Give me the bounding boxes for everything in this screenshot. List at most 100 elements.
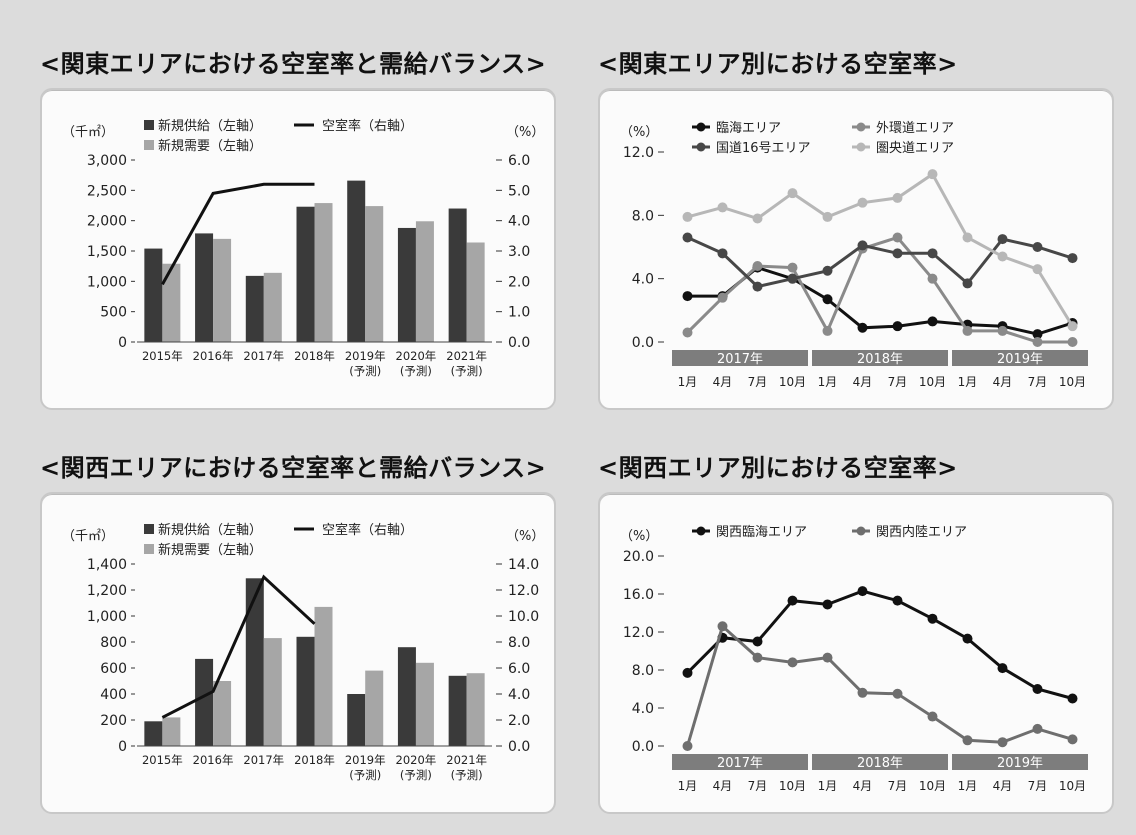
series-point-3 [927,169,938,180]
y-tick-label: 8.0 [632,208,654,224]
series-point-1 [857,687,868,698]
legend-label-2: 国道16号エリア [716,141,811,156]
series-point-0 [857,586,868,597]
right-tick-label: 8.0 [508,635,530,651]
bar-demand [415,221,434,342]
series-point-1 [962,735,973,746]
left-tick-label: 2,500 [87,183,127,199]
y-axis-unit: （%） [620,125,658,140]
x-tick-label: 7月 [1028,375,1048,389]
left-tick-label: 1,400 [87,557,127,573]
kanto-area-chart: 0.0 4.0 8.0 12.0 （%） 2017年 2018年 2019年 1月 4月 7月 10月… [620,121,1088,389]
series-point-0 [962,633,973,644]
x-tick-label: 1月 [678,779,698,793]
left-tick-label: 1,500 [87,244,127,260]
bar-demand [415,662,434,746]
series-point-1 [787,657,798,668]
series-point-1 [1067,734,1078,745]
category-label: 2021年 [446,349,487,363]
year-band [812,350,948,366]
series-point-3 [717,202,728,213]
legend-marker-0 [696,526,706,536]
series-point-3 [857,197,868,208]
left-tick-label: 600 [100,661,127,677]
right-tick-label: 12.0 [508,583,539,599]
series-point-0 [1032,684,1043,694]
series-line-0 [686,589,1073,700]
left-tick-label: 3,000 [87,153,127,169]
series-point-1 [892,232,903,243]
series-point-2 [997,234,1008,245]
x-tick-label: 10月 [919,779,946,793]
right-tick-label: 2.0 [508,274,530,290]
year-band-label: 2017年 [717,352,763,367]
bar-supply [448,675,467,746]
x-tick-label: 4月 [713,375,733,389]
legend-label-1: 外環道エリア [876,121,954,136]
left-tick-label: 500 [100,305,127,321]
bar-demand [162,717,181,746]
vacancy-rate-line [161,574,316,719]
left-tick-label: 2,000 [87,214,127,230]
y-tick-label: 0.0 [632,335,654,351]
y-tick-label: 16.0 [623,587,654,603]
bar-supply [195,658,214,746]
category-label: (予測) [400,364,432,378]
bar-supply [296,636,315,746]
right-tick-label: 3.0 [508,244,530,260]
right-tick-label: 4.0 [508,214,530,230]
x-tick-label: 7月 [888,375,908,389]
legend-swatch-demand [144,544,154,554]
series-point-3 [1032,264,1043,275]
right-tick-label: 2.0 [508,713,530,729]
x-tick-label: 10月 [1059,779,1086,793]
right-tick-label: 1.0 [508,305,530,321]
bar-demand [365,670,384,746]
series-point-3 [1067,321,1078,332]
right-tick-label: 6.0 [508,153,530,169]
kanto-area-panel: 0.0 4.0 8.0 12.0 （%） 2017年 2018年 2019年 1月 4月 7月 10月… [598,88,1114,410]
y-tick-label: 4.0 [632,701,654,717]
x-tick-label: 10月 [919,375,946,389]
bar-demand [213,238,232,342]
bar-supply [195,233,214,342]
x-tick-label: 4月 [993,779,1013,793]
category-label: 2017年 [243,349,284,363]
vacancy-rate-line [161,182,315,286]
series-point-0 [892,321,903,332]
series-point-0 [822,294,833,305]
bar-supply [347,180,366,342]
x-tick-label: 1月 [818,779,838,793]
series-point-0 [892,595,903,606]
bar-demand [314,606,333,746]
series-point-2 [927,248,938,259]
category-label: 2019年 [345,349,386,363]
series-point-1 [787,262,798,273]
left-tick-label: 200 [100,713,127,729]
series-point-1 [682,327,693,338]
x-tick-label: 10月 [779,779,806,793]
series-line-1 [686,623,1073,747]
x-tick-label: 7月 [748,375,768,389]
bar-supply [296,206,315,342]
kanto-area-heading: <関東エリア別における空室率> [598,50,958,78]
x-tick-label: 7月 [1028,779,1048,793]
series-line-3 [687,172,1074,327]
category-label: 2015年 [142,349,183,363]
bar-supply [448,208,467,342]
series-point-1 [1032,337,1043,347]
series-point-2 [892,248,903,259]
bar-supply [245,578,264,746]
kansai-area-heading: <関西エリア別における空室率> [598,454,958,482]
series-point-0 [682,667,693,678]
series-point-1 [927,711,938,722]
category-label: 2020年 [396,753,437,767]
series-point-2 [1032,242,1043,252]
x-tick-label: 1月 [958,375,978,389]
series-point-0 [1032,329,1043,340]
y-tick-label: 0.0 [632,739,654,755]
category-label: (予測) [451,768,483,782]
legend-marker-2 [696,142,706,152]
bar-supply [397,227,416,342]
